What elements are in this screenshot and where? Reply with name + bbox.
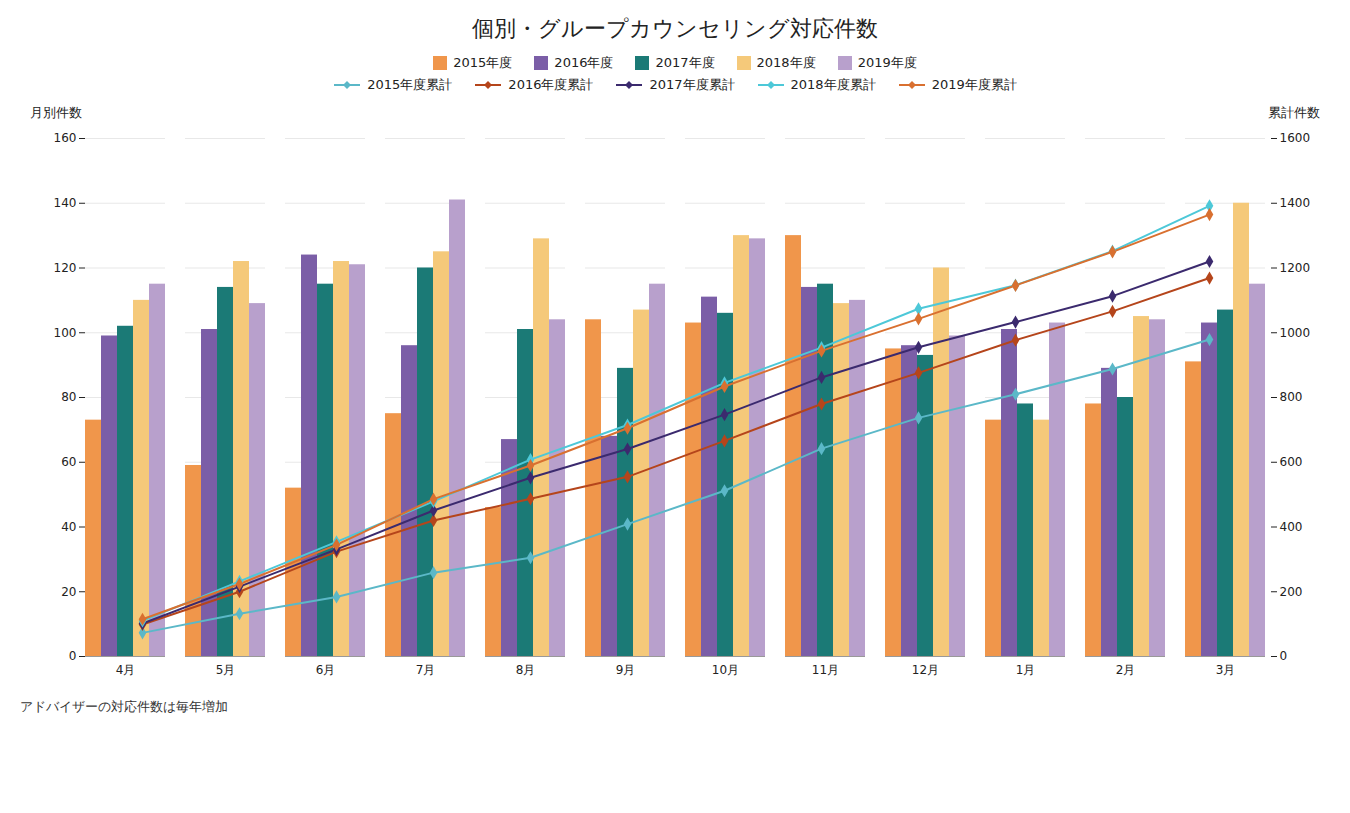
svg-text:1200: 1200 bbox=[1280, 261, 1311, 275]
html-text:2018年度: 2018年度 bbox=[756, 55, 816, 70]
svg-text:1000: 1000 bbox=[1280, 326, 1311, 340]
svg-text:2月: 2月 bbox=[1116, 663, 1136, 677]
svg-text:9月: 9月 bbox=[616, 663, 636, 677]
svg-text:7月: 7月 bbox=[416, 663, 436, 677]
svg-text:140: 140 bbox=[54, 196, 77, 210]
html-text:2017年度累計: 2017年度累計 bbox=[649, 77, 735, 92]
svg-text:120: 120 bbox=[54, 261, 77, 275]
svg-text:600: 600 bbox=[1280, 455, 1303, 469]
svg-text:100: 100 bbox=[54, 326, 77, 340]
svg-text:160: 160 bbox=[54, 131, 77, 145]
html-text:個別・グループカウンセリング対応件数: 個別・グループカウンセリング対応件数 bbox=[472, 16, 878, 41]
svg-text:20: 20 bbox=[61, 585, 76, 599]
svg-text:800: 800 bbox=[1280, 390, 1303, 404]
svg-text:4月: 4月 bbox=[116, 663, 136, 677]
html-text:2015年度: 2015年度 bbox=[453, 55, 513, 70]
svg-text:400: 400 bbox=[1280, 520, 1303, 534]
svg-text:0: 0 bbox=[1280, 649, 1288, 663]
html-text:2016年度累計: 2016年度累計 bbox=[508, 77, 594, 92]
svg-text:12月: 12月 bbox=[912, 663, 939, 677]
svg-text:0: 0 bbox=[69, 649, 77, 663]
svg-text:1600: 1600 bbox=[1280, 131, 1311, 145]
html-text:2019年度: 2019年度 bbox=[857, 55, 917, 70]
svg-text:10月: 10月 bbox=[712, 663, 739, 677]
svg-text:60: 60 bbox=[61, 455, 76, 469]
svg-text:1月: 1月 bbox=[1016, 663, 1036, 677]
svg-text:11月: 11月 bbox=[812, 663, 839, 677]
svg-text:6月: 6月 bbox=[316, 663, 336, 677]
svg-text:1400: 1400 bbox=[1280, 196, 1311, 210]
html-text:2016年度: 2016年度 bbox=[554, 55, 614, 70]
html-text:月別件数: 月別件数 bbox=[30, 105, 82, 120]
svg-text:200: 200 bbox=[1280, 585, 1303, 599]
svg-text:40: 40 bbox=[61, 520, 76, 534]
html-text:2019年度累計: 2019年度累計 bbox=[931, 77, 1017, 92]
html-text:2018年度累計: 2018年度累計 bbox=[790, 77, 876, 92]
svg-text:80: 80 bbox=[61, 390, 76, 404]
html-text:アドバイザーの対応件数は毎年増加: アドバイザーの対応件数は毎年増加 bbox=[20, 699, 228, 714]
svg-text:8月: 8月 bbox=[516, 663, 536, 677]
html-text:2015年度累計: 2015年度累計 bbox=[367, 77, 453, 92]
svg-text:5月: 5月 bbox=[216, 663, 236, 677]
svg-text:3月: 3月 bbox=[1216, 663, 1236, 677]
html-text:2017年度: 2017年度 bbox=[655, 55, 715, 70]
html-text:累計件数: 累計件数 bbox=[1268, 105, 1320, 120]
